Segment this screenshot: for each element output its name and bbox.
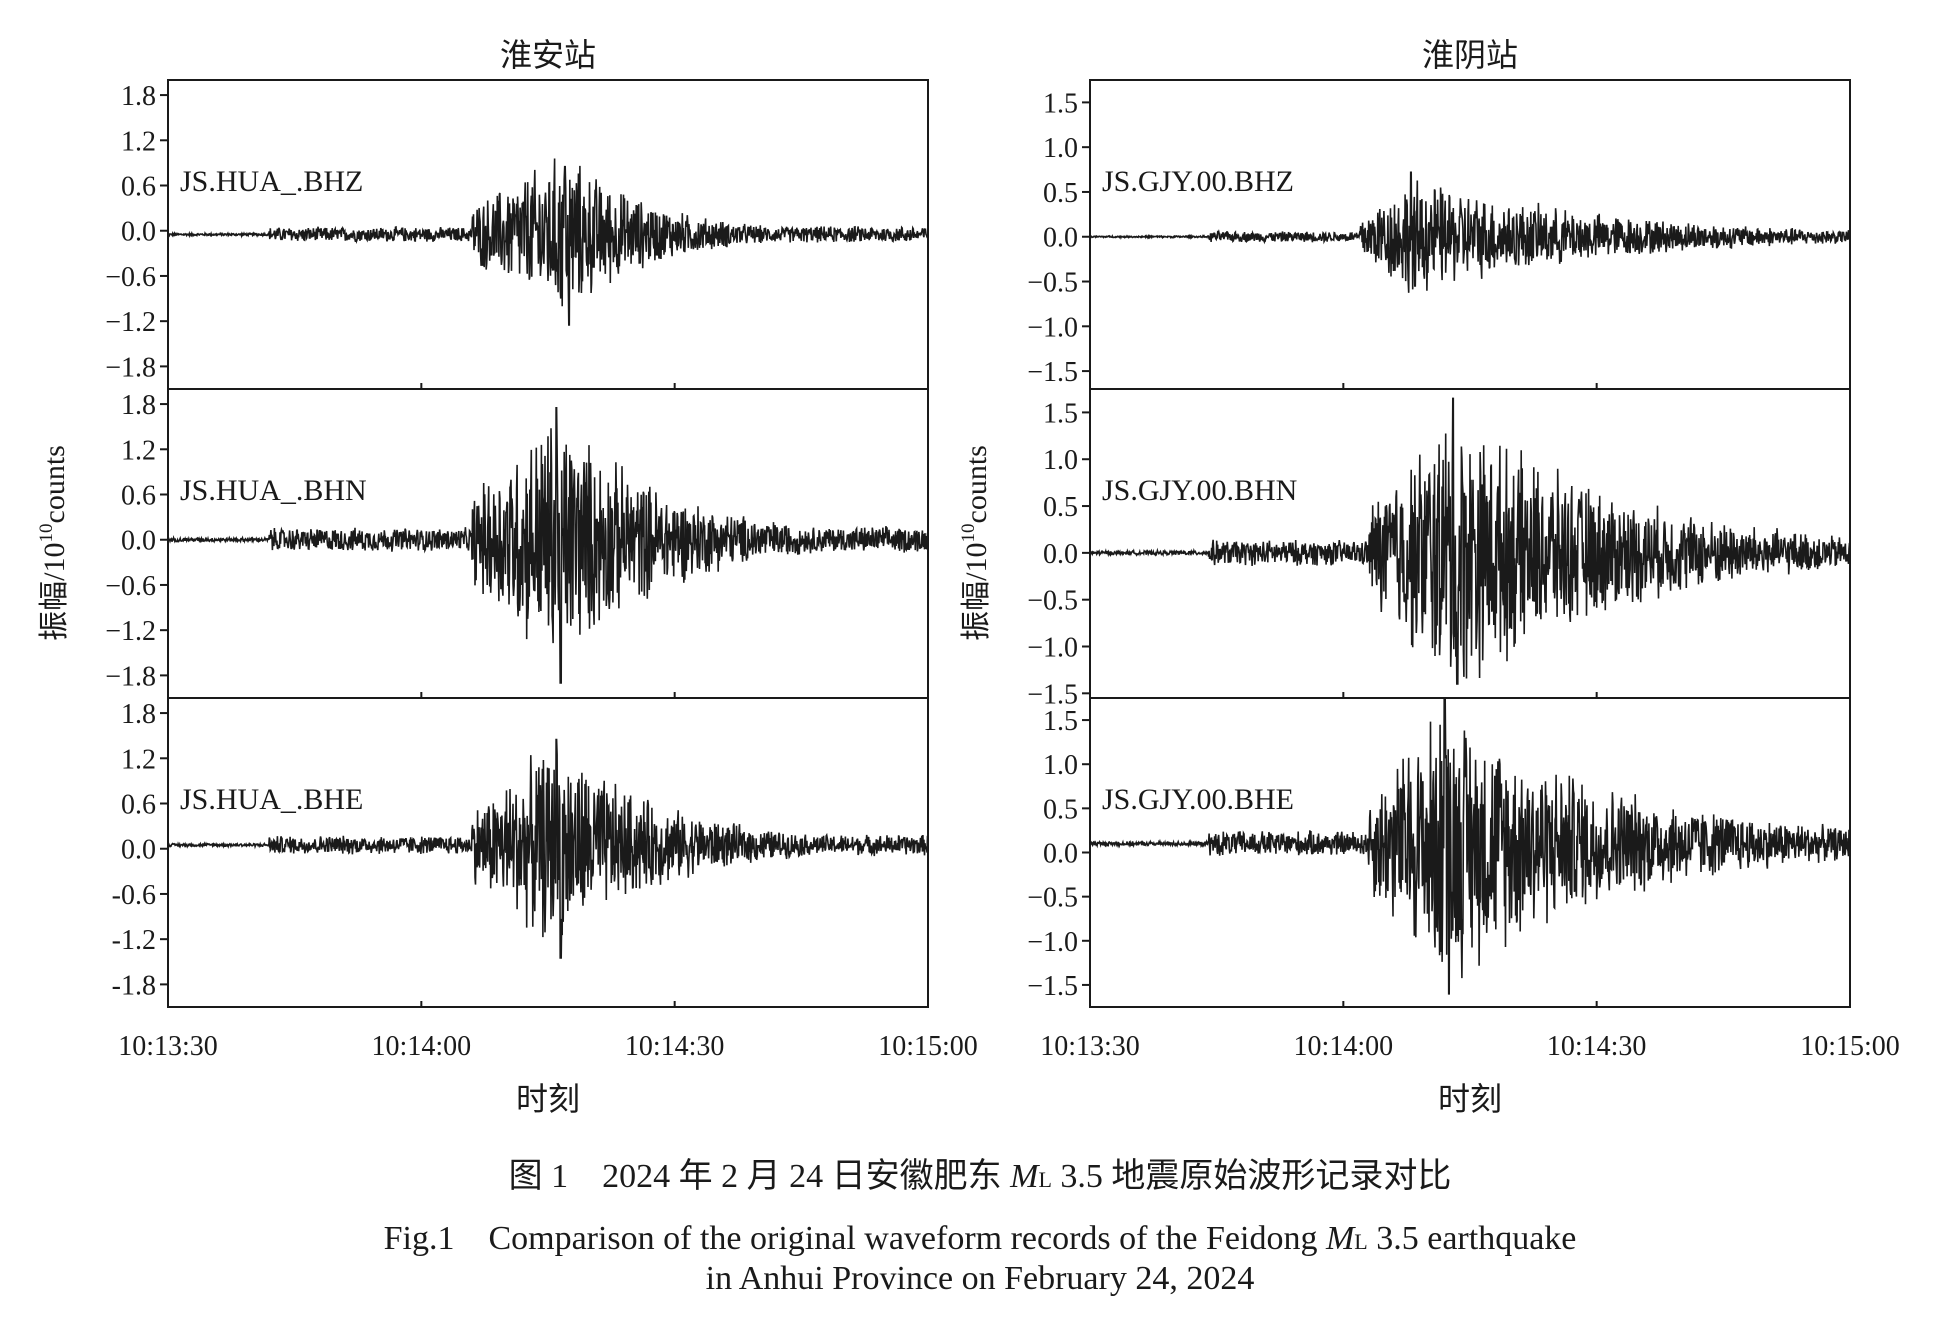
y-tick-label: −1.2 bbox=[105, 307, 156, 338]
y-tick-label: 0.0 bbox=[121, 526, 156, 557]
y-tick-label: 1.2 bbox=[121, 435, 156, 466]
chart-title: 淮安站 bbox=[500, 37, 596, 73]
y-tick-label: 0.5 bbox=[1043, 178, 1078, 209]
y-tick-label: 0.5 bbox=[1043, 492, 1078, 523]
waveform-trace bbox=[167, 407, 929, 684]
y-tick-label: 1.0 bbox=[1043, 445, 1078, 476]
channel-label: JS.HUA_.BHE bbox=[180, 783, 363, 816]
x-tick-label: 10:13:30 bbox=[118, 1031, 218, 1062]
caption-zh-magnitude: M bbox=[1010, 1158, 1039, 1195]
figure-caption-english-line1: Fig.1 Comparison of the original wavefor… bbox=[0, 1210, 1960, 1259]
y-tick-label: −0.5 bbox=[1027, 883, 1078, 914]
y-axis-label: 振幅/1010counts bbox=[958, 445, 993, 641]
y-axis-label-unit: counts bbox=[960, 445, 993, 523]
channel-label: JS.GJY.00.BHN bbox=[1102, 474, 1297, 507]
huaian-station-chart: 淮安站 1.8 1.2 0.6 0.0 −0.6 −1.2 −1.8 JS.HUA_.BHZ 1.… bbox=[36, 37, 978, 1117]
y-tick-label: −1.5 bbox=[1027, 679, 1078, 710]
waveform-trace bbox=[1089, 171, 1851, 293]
y-axis-label-main: 振幅/10 bbox=[38, 542, 71, 640]
huaiyin-station-chart: 淮阴站 1.5 1.0 0.5 0.0 −0.5 −1.0 −1.5 JS.GJY.00.BHZ… bbox=[958, 37, 1900, 1117]
y-tick-label: 0.6 bbox=[121, 172, 156, 203]
y-tick-label: −1.5 bbox=[1027, 971, 1078, 1002]
waveform-trace bbox=[1089, 699, 1851, 995]
y-tick-label: −1.8 bbox=[105, 661, 156, 692]
y-axis-label-unit: counts bbox=[38, 445, 71, 523]
y-tick-label: 0.0 bbox=[1043, 223, 1078, 254]
y-tick-label: 0.0 bbox=[121, 835, 156, 866]
caption-en-magnitude: M bbox=[1325, 1220, 1355, 1257]
y-tick-label: 0.6 bbox=[121, 790, 156, 821]
panel-frame bbox=[167, 697, 929, 1008]
y-tick-label: 0.6 bbox=[121, 481, 156, 512]
x-axis-label: 时刻 bbox=[1438, 1081, 1502, 1117]
y-tick-label: 1.8 bbox=[121, 390, 156, 421]
y-tick-label: 0.5 bbox=[1043, 794, 1078, 825]
waveform-trace bbox=[167, 158, 929, 326]
waveform-trace bbox=[1089, 397, 1851, 685]
x-axis-label: 时刻 bbox=[516, 1081, 580, 1117]
y-tick-label: 1.8 bbox=[121, 81, 156, 112]
y-tick-label: -1.8 bbox=[112, 970, 156, 1001]
chart-title: 淮阴站 bbox=[1422, 37, 1518, 73]
y-tick-label: 1.2 bbox=[121, 126, 156, 157]
waveform-figure: 淮安站 1.8 1.2 0.6 0.0 −0.6 −1.2 −1.8 JS.HUA_.BHZ 1.… bbox=[36, 37, 1900, 1117]
y-tick-label: 1.2 bbox=[121, 744, 156, 775]
y-tick-label: 1.5 bbox=[1043, 706, 1078, 737]
x-tick-label: 10:15:00 bbox=[1800, 1031, 1900, 1062]
y-tick-label: 1.0 bbox=[1043, 750, 1078, 781]
x-tick-label: 10:14:30 bbox=[625, 1031, 725, 1062]
y-tick-label: 1.8 bbox=[121, 699, 156, 730]
caption-en-magnitude-subscript: L bbox=[1354, 1229, 1368, 1254]
y-axis-label-exponent: 10 bbox=[958, 523, 979, 542]
y-tick-label: 0.0 bbox=[1043, 539, 1078, 570]
y-tick-label: −1.5 bbox=[1027, 357, 1078, 388]
y-tick-label: -1.2 bbox=[112, 925, 156, 956]
y-axis-label-main: 振幅/10 bbox=[960, 542, 993, 640]
y-tick-label: −1.0 bbox=[1027, 633, 1078, 664]
y-tick-label: −0.5 bbox=[1027, 268, 1078, 299]
y-tick-label: −0.6 bbox=[105, 262, 156, 293]
y-tick-label: −1.8 bbox=[105, 352, 156, 383]
channel-label: JS.HUA_.BHZ bbox=[180, 165, 363, 198]
caption-zh-magnitude-subscript: L bbox=[1038, 1167, 1052, 1192]
y-tick-label: 1.5 bbox=[1043, 88, 1078, 119]
figure-caption-english-line2: in Anhui Province on February 24, 2024 bbox=[0, 1260, 1960, 1298]
caption-zh-text: 图 1 2024 年 2 月 24 日安徽肥东 bbox=[508, 1158, 1011, 1195]
y-tick-label: 0.0 bbox=[121, 217, 156, 248]
channel-label: JS.GJY.00.BHZ bbox=[1102, 165, 1294, 198]
y-tick-label: −0.5 bbox=[1027, 586, 1078, 617]
y-tick-label: -0.6 bbox=[112, 880, 156, 911]
x-tick-label: 10:14:30 bbox=[1547, 1031, 1647, 1062]
x-tick-label: 10:15:00 bbox=[878, 1031, 978, 1062]
y-tick-label: −0.6 bbox=[105, 571, 156, 602]
channel-label: JS.GJY.00.BHE bbox=[1102, 783, 1294, 816]
x-tick-label: 10:13:30 bbox=[1040, 1031, 1140, 1062]
y-axis-label: 振幅/1010counts bbox=[36, 445, 71, 641]
y-tick-label: −1.0 bbox=[1027, 312, 1078, 343]
caption-zh-text-end: 3.5 地震原始波形记录对比 bbox=[1051, 1158, 1452, 1195]
x-tick-label: 10:14:00 bbox=[372, 1031, 472, 1062]
caption-en-text-end: 3.5 earthquake bbox=[1367, 1220, 1577, 1257]
y-tick-label: 1.0 bbox=[1043, 133, 1078, 164]
caption-en-text: Fig.1 Comparison of the original wavefor… bbox=[383, 1220, 1326, 1257]
waveform-trace bbox=[167, 738, 929, 959]
figure-caption-chinese: 图 1 2024 年 2 月 24 日安徽肥东 ML 3.5 地震原始波形记录对… bbox=[0, 1148, 1960, 1197]
y-tick-label: 0.0 bbox=[1043, 839, 1078, 870]
y-axis-label-exponent: 10 bbox=[36, 523, 57, 542]
y-tick-label: −1.0 bbox=[1027, 927, 1078, 958]
x-tick-label: 10:14:00 bbox=[1294, 1031, 1394, 1062]
y-tick-label: 1.5 bbox=[1043, 398, 1078, 429]
caption-en-text-line2: in Anhui Province on February 24, 2024 bbox=[705, 1260, 1255, 1297]
y-tick-label: −1.2 bbox=[105, 616, 156, 647]
channel-label: JS.HUA_.BHN bbox=[180, 474, 367, 507]
